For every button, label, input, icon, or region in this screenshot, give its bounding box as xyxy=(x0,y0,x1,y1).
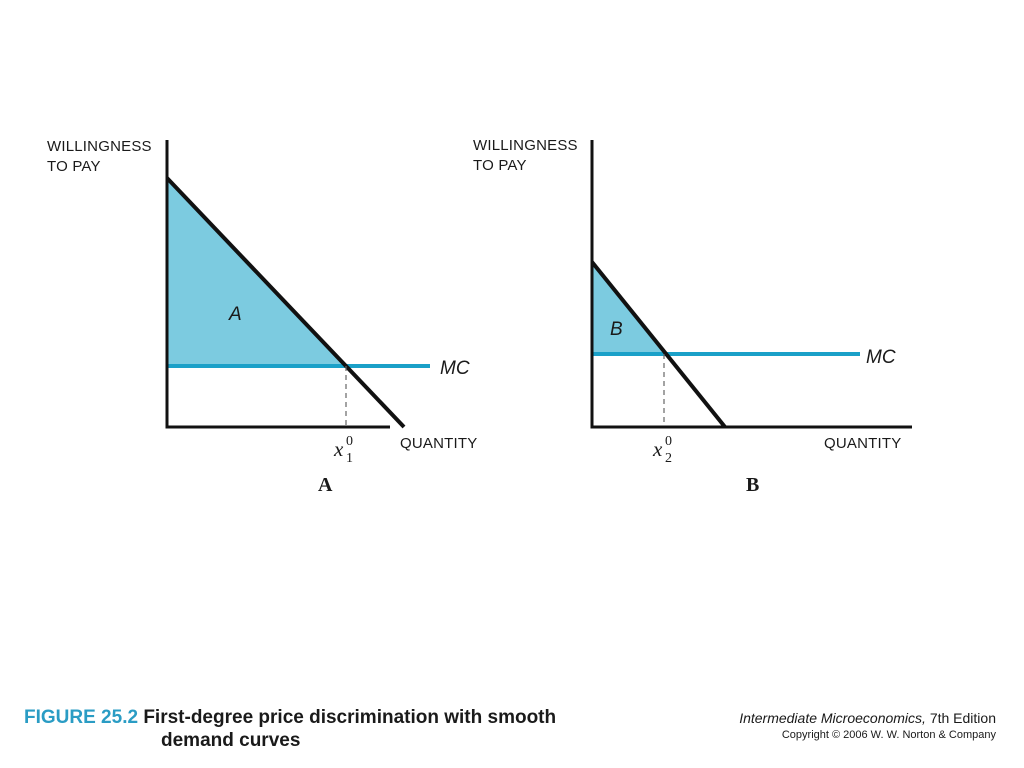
area-label-b: B xyxy=(610,319,623,340)
quantity-symbol-b: x xyxy=(652,437,663,461)
book-title: Intermediate Microeconomics, xyxy=(739,710,926,726)
panel-a: WILLINGNESS TO PAY QUANTITY MC A x 0 1 A xyxy=(47,138,477,496)
quantity-superscript-b: 0 xyxy=(665,434,672,449)
panel-b: WILLINGNESS TO PAY QUANTITY MC B x 0 2 B xyxy=(473,137,912,496)
y-axis-label-a-line1: WILLINGNESS xyxy=(47,138,152,155)
figure-caption: FIGURE 25.2 First-degree price discrimin… xyxy=(24,706,664,752)
figure-title-line1: First-degree price discrimination with s… xyxy=(143,707,557,728)
quantity-symbol-a: x xyxy=(333,437,344,461)
quantity-superscript-a: 0 xyxy=(346,434,353,449)
demand-curve-b xyxy=(590,260,727,429)
y-axis-label-b-line1: WILLINGNESS xyxy=(473,137,578,154)
axes-a xyxy=(165,140,390,429)
figure-number: FIGURE 25.2 xyxy=(24,707,139,728)
quantity-marker-a: x 0 1 xyxy=(333,434,353,466)
figure-diagram: WILLINGNESS TO PAY QUANTITY MC A x 0 1 A… xyxy=(47,137,912,496)
book-credit: Intermediate Microeconomics, 7th Edition… xyxy=(739,709,996,744)
figure-title-line2: demand curves xyxy=(161,730,301,751)
quantity-subscript-b: 2 xyxy=(665,451,672,466)
mc-label-b: MC xyxy=(866,347,896,368)
demand-curve-a xyxy=(165,176,406,429)
book-edition: 7th Edition xyxy=(925,710,996,726)
y-axis-label-b-line2: TO PAY xyxy=(473,157,527,174)
area-label-a: A xyxy=(228,304,242,325)
x-axis-label-b: QUANTITY xyxy=(824,435,901,452)
quantity-subscript-a: 1 xyxy=(346,451,353,466)
quantity-marker-b: x 0 2 xyxy=(652,434,672,466)
mc-label-a: MC xyxy=(440,358,470,379)
y-axis-label-a-line2: TO PAY xyxy=(47,158,101,175)
x-axis-label-a: QUANTITY xyxy=(400,435,477,452)
axes-b xyxy=(590,140,912,429)
panel-label-a: A xyxy=(318,474,333,496)
copyright-notice: Copyright © 2006 W. W. Norton & Company xyxy=(781,729,996,741)
panel-label-b: B xyxy=(746,474,759,496)
book-edition-line: Intermediate Microeconomics, 7th Edition xyxy=(739,709,996,727)
